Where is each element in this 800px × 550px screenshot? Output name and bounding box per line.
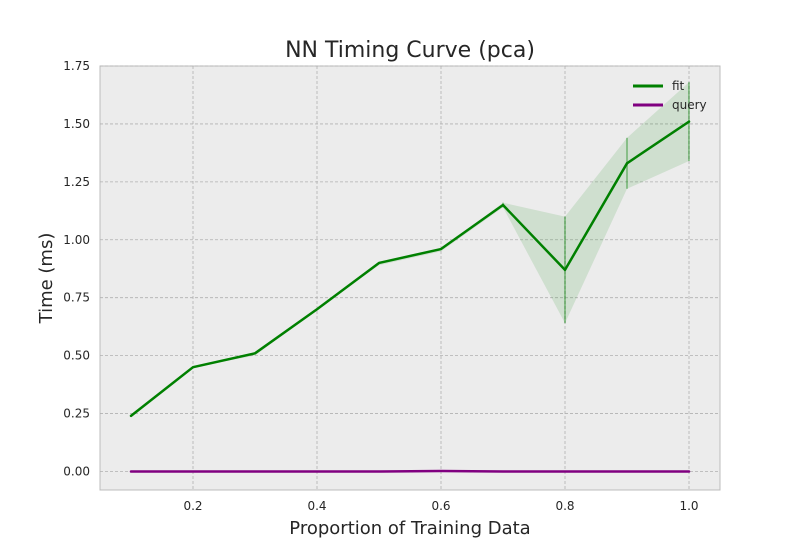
- y-tick-label: 0.25: [63, 407, 90, 421]
- series-fit-line: [129, 120, 691, 418]
- y-axis-label: Time (ms): [36, 233, 57, 325]
- y-tick-label: 0.00: [63, 464, 90, 478]
- y-tick-label: 0.50: [63, 349, 90, 363]
- x-tick-label: 1.0: [679, 499, 698, 513]
- x-axis-label: Proportion of Training Data: [289, 518, 530, 539]
- y-tick-label: 1.50: [63, 117, 90, 131]
- x-tick-label: 0.6: [431, 499, 450, 513]
- y-axis-ticks: 0.00 0.25 0.50 0.75 1.00 1.25 1.50 1.75: [63, 59, 90, 478]
- chart-title: NN Timing Curve (pca): [285, 38, 535, 63]
- legend-fit-label: fit: [672, 79, 685, 93]
- grid: [100, 65, 720, 490]
- plot-background: [99, 65, 721, 491]
- legend-query-label: query: [672, 98, 707, 112]
- x-axis-ticks: 0.2 0.4 0.6 0.8 1.0: [183, 499, 698, 513]
- y-tick-label: 1.75: [63, 59, 90, 73]
- y-tick-label: 0.75: [63, 291, 90, 305]
- x-tick-label: 0.8: [555, 499, 574, 513]
- legend: fit query: [633, 79, 707, 112]
- x-tick-label: 0.2: [183, 499, 202, 513]
- x-tick-label: 0.4: [307, 499, 326, 513]
- series-lines: [129, 120, 691, 473]
- y-tick-label: 1.25: [63, 175, 90, 189]
- y-tick-label: 1.00: [63, 233, 90, 247]
